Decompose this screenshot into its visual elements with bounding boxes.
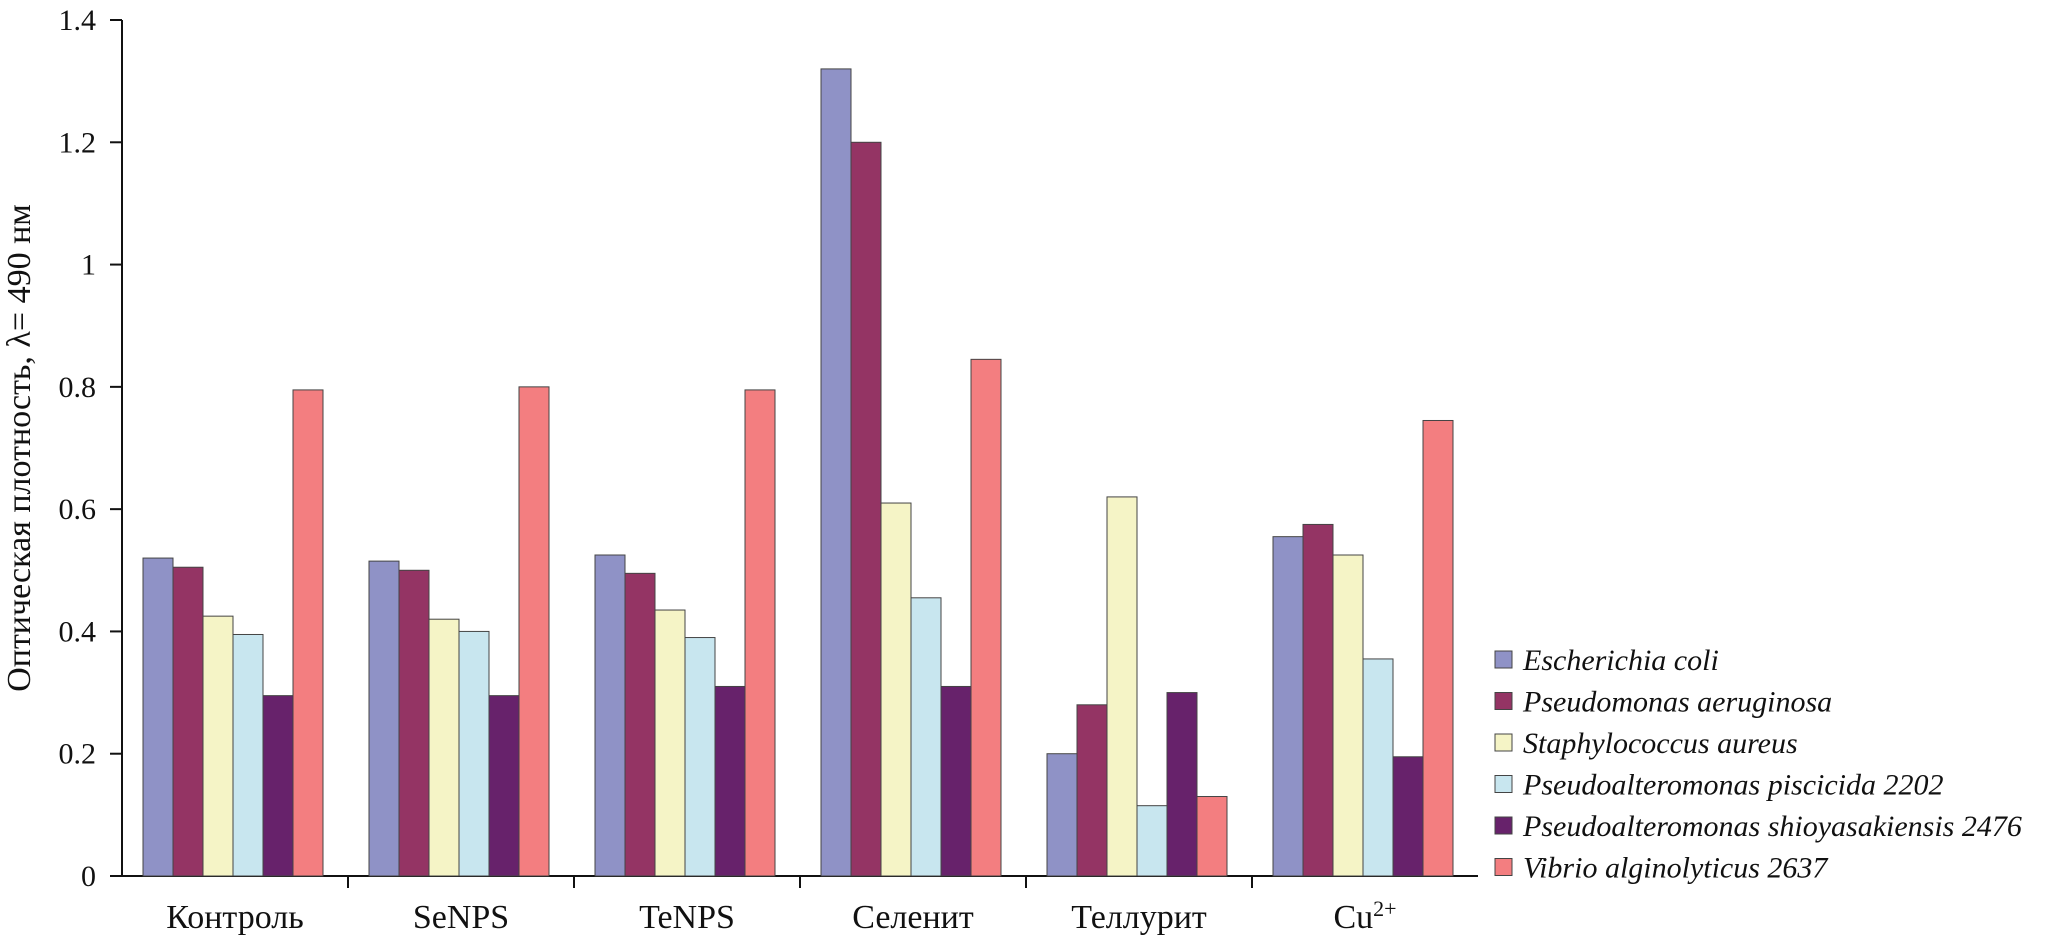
legend-swatch <box>1494 816 1513 835</box>
x-tick-label-text: SeNPS <box>413 899 509 936</box>
bar <box>1362 658 1394 877</box>
bar <box>262 695 294 877</box>
bar <box>518 386 550 877</box>
x-tick-label: Cu2+ <box>1333 896 1396 936</box>
bar <box>1076 704 1108 877</box>
x-tick-label-text: Cu <box>1333 899 1373 936</box>
legend-swatch <box>1494 692 1513 710</box>
y-tick-label: 0.8 <box>59 371 97 404</box>
legend-swatch <box>1494 733 1513 752</box>
bar <box>488 695 520 877</box>
bar <box>232 633 264 877</box>
bar <box>428 618 460 877</box>
legend-swatch <box>1494 775 1513 793</box>
bar <box>880 502 912 877</box>
legend-label: Staphylococcus aureus <box>1523 727 1798 760</box>
legend-label: Pseudoalteromonas piscicida 2202 <box>1522 769 1944 802</box>
bar <box>1166 692 1198 877</box>
bar <box>1106 496 1138 877</box>
y-tick-label: 0.6 <box>59 493 97 526</box>
legend-label: Vibrio alginolyticus 2637 <box>1523 852 1829 885</box>
x-tick-label-text: Теллурит <box>1071 899 1207 936</box>
bar <box>684 637 716 877</box>
bar <box>714 685 746 877</box>
x-tick-label-text: Селенит <box>852 899 974 936</box>
bar <box>594 554 626 877</box>
y-axis: 0 0.2 0.4 0.6 0.8 1 1.2 1.4 <box>59 4 123 893</box>
bar <box>368 560 400 877</box>
legend-swatch <box>1494 858 1513 876</box>
bar <box>292 389 324 877</box>
bar <box>1392 756 1424 877</box>
y-axis-title: Оптическая плотность, λ= 490 нм <box>1 204 38 692</box>
legend-label: Pseudomonas aeruginosa <box>1522 686 1832 719</box>
x-tick-label: SeNPS <box>413 899 509 936</box>
y-tick-label: 1.2 <box>59 126 97 159</box>
y-tick-label: 1 <box>81 249 96 282</box>
y-tick-label: 0.4 <box>59 615 97 648</box>
x-axis: Контроль SeNPS TeNPS Селенит Теллурит Cu2+ <box>122 875 1478 936</box>
x-tick-label: TeNPS <box>639 899 735 936</box>
bar <box>398 569 430 877</box>
x-tick-label: Теллурит <box>1071 899 1207 936</box>
legend-label: Escherichia coli <box>1522 644 1719 677</box>
bar <box>458 630 490 877</box>
bar <box>172 566 204 877</box>
bar <box>1332 554 1364 877</box>
bar <box>1422 419 1454 877</box>
y-tick-label: 0.2 <box>59 738 97 771</box>
bar <box>910 597 942 877</box>
x-tick-label-text: TeNPS <box>639 899 735 936</box>
legend: Escherichia coli Pseudomonas aeruginosa St… <box>1494 644 2022 885</box>
bar <box>142 557 174 877</box>
bar <box>820 68 852 877</box>
bars <box>142 68 1454 877</box>
legend-swatch <box>1494 650 1513 669</box>
bar <box>1272 536 1304 877</box>
bar <box>970 358 1002 877</box>
bar <box>1196 796 1228 877</box>
bar <box>624 572 656 877</box>
y-tick-label: 1.4 <box>59 4 97 37</box>
y-tick-label: 0 <box>81 860 96 893</box>
x-tick-label-superscript: 2+ <box>1373 896 1396 921</box>
x-tick-label: Контроль <box>166 899 303 936</box>
bar <box>1302 523 1334 877</box>
bar <box>744 389 776 877</box>
bar <box>654 609 686 877</box>
bar <box>1136 805 1168 877</box>
x-tick-label-text: Контроль <box>166 899 303 936</box>
x-tick-label: Селенит <box>852 899 974 936</box>
legend-label: Pseudoalteromonas shioyasakiensis 2476 <box>1522 810 2022 843</box>
bar <box>202 615 234 877</box>
bar <box>1046 753 1078 877</box>
bar <box>940 685 972 877</box>
bar <box>850 141 882 877</box>
